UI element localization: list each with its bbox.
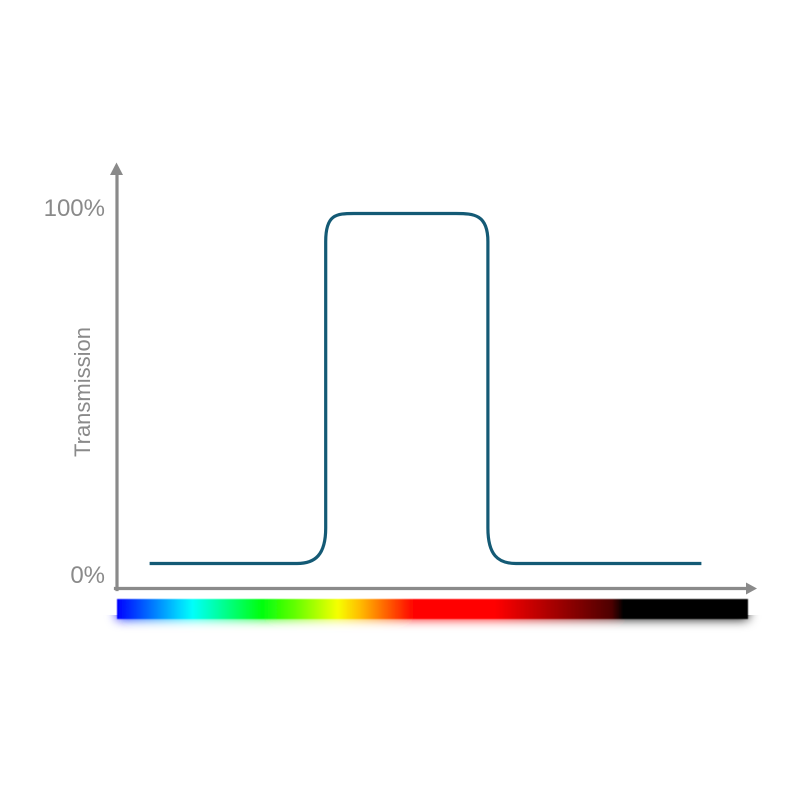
svg-text:100%: 100% [44,195,105,222]
svg-text:Transmission: Transmission [70,327,95,457]
svg-text:0%: 0% [70,562,105,589]
